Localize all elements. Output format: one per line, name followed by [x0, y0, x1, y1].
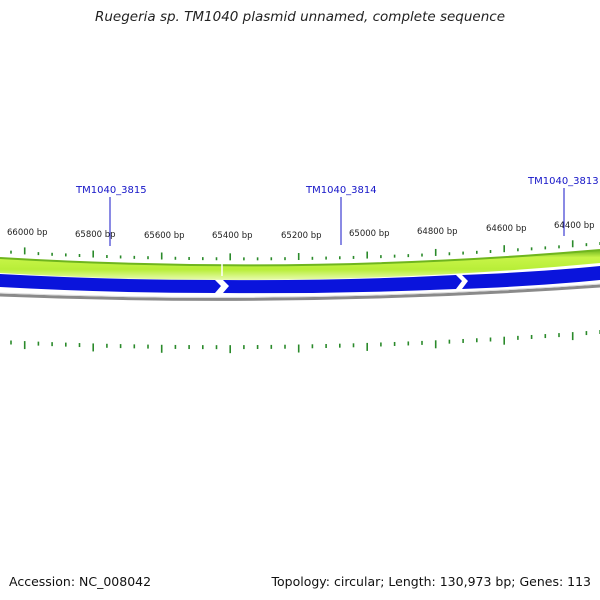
accession-text: Accession: NC_008042: [9, 574, 152, 589]
scale-label: 65400 bp: [212, 231, 253, 241]
gene-label-tm1040-3814[interactable]: TM1040_3814: [305, 185, 377, 196]
gene-label-tm1040-3813[interactable]: TM1040_3813: [527, 176, 599, 187]
cds-arrow-tm1040-3814: [223, 275, 462, 294]
scale-label: 65000 bp: [349, 229, 390, 239]
gc-band-edge: [0, 249, 600, 267]
cds-arrow-tm1040-3815: [0, 274, 221, 293]
outer-tick-marks: [10, 240, 600, 261]
scale-label: 64400 bp: [554, 221, 595, 231]
map-title: Ruegeria sp. TM1040 plasmid unnamed, com…: [94, 9, 506, 25]
cds-arrow-tm1040-3813: [462, 266, 600, 289]
scale-label: 64600 bp: [486, 224, 527, 234]
gene-label-tm1040-3815[interactable]: TM1040_3815: [75, 185, 147, 196]
backbone-line: [0, 284, 600, 301]
scale-labels: 66000 bp 65800 bp 65600 bp 65400 bp 6520…: [7, 221, 595, 241]
summary-text: Topology: circular; Length: 130,973 bp; …: [271, 574, 592, 589]
scale-label: 65200 bp: [281, 231, 322, 241]
scale-label: 65600 bp: [144, 231, 185, 241]
gene-labels: TM1040_3815 TM1040_3814 TM1040_3813: [75, 176, 599, 246]
backbone-highlight: [0, 283, 600, 298]
scale-label: 65800 bp: [75, 230, 116, 240]
scale-label: 64800 bp: [417, 227, 458, 237]
inner-tick-marks: [10, 329, 600, 354]
scale-label: 66000 bp: [7, 228, 48, 238]
